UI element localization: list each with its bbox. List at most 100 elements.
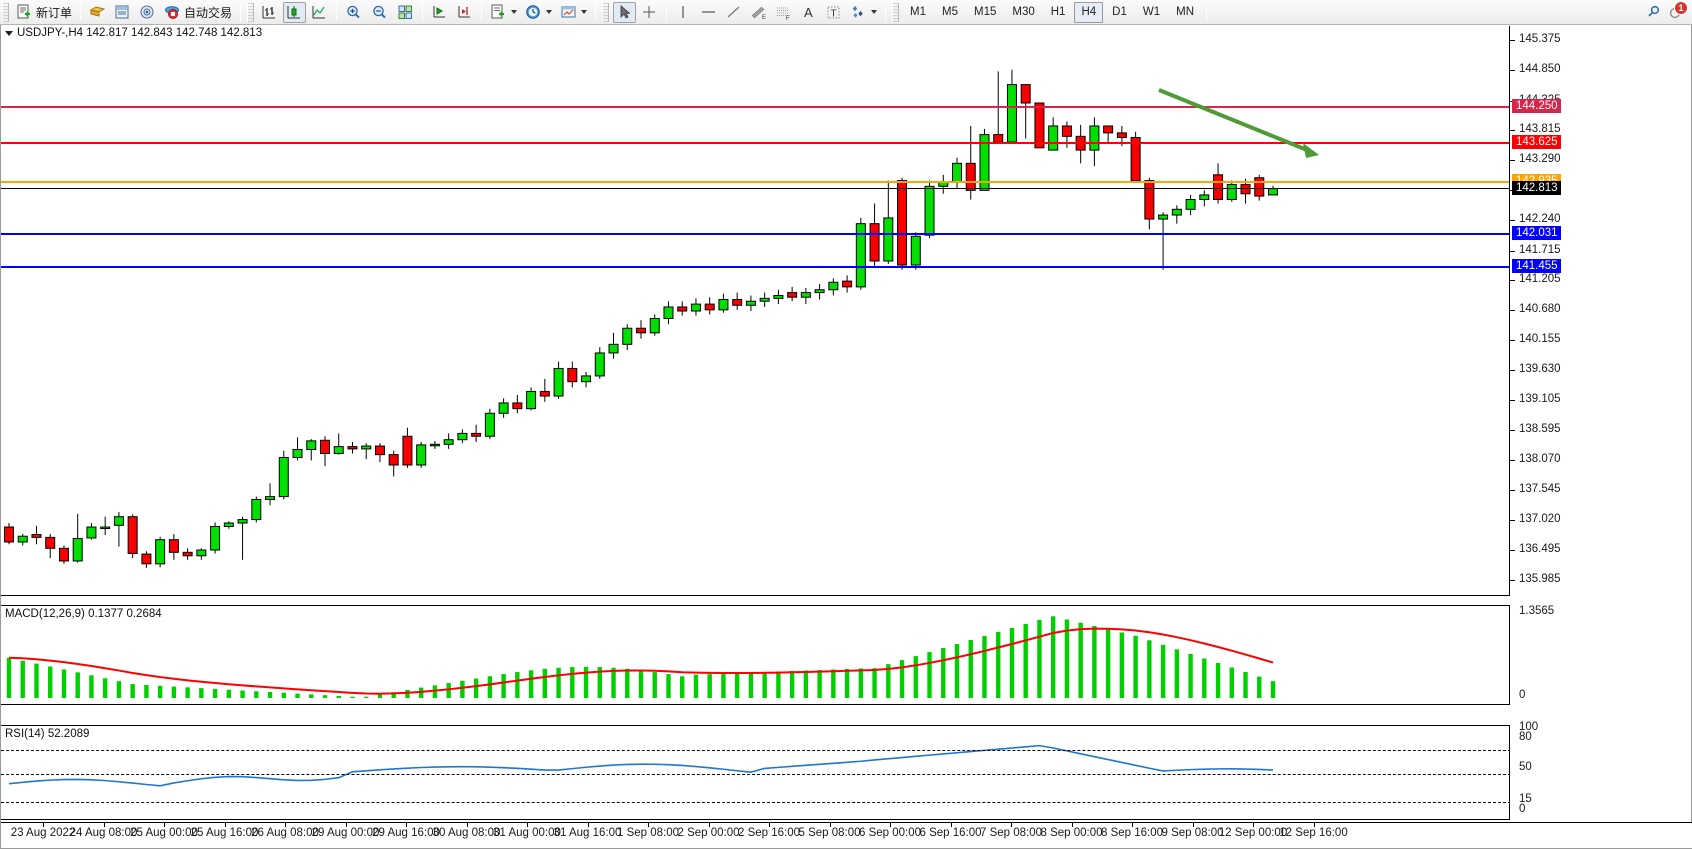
- fibonacci-button[interactable]: F: [772, 2, 795, 23]
- time-tick: [345, 823, 347, 827]
- notifications-button[interactable]: 1: [1666, 1, 1688, 22]
- crosshair-button[interactable]: [638, 2, 661, 23]
- time-tick: [648, 823, 649, 827]
- candle: [361, 445, 372, 450]
- timeframe-d1-button[interactable]: D1: [1112, 6, 1127, 18]
- cursor-button[interactable]: [613, 1, 637, 23]
- shapes-icon: [852, 5, 863, 18]
- timeframe-h1-button[interactable]: H1: [1050, 6, 1066, 18]
- level-line-143.625[interactable]: [1, 141, 1511, 144]
- chevron-down-icon[interactable]: [546, 10, 553, 14]
- macd-histogram-bar: [762, 672, 767, 698]
- vline-button[interactable]: [672, 2, 695, 23]
- candle: [127, 516, 138, 554]
- shapes-button[interactable]: [847, 2, 880, 23]
- macd-panel[interactable]: MACD(12,26,9) 0.1377 0.2684: [1, 605, 1511, 705]
- timeframe-h4-button[interactable]: H4: [1074, 1, 1104, 23]
- current-price-tag[interactable]: 142.813: [1512, 181, 1561, 196]
- time-axis-label: 24 Aug 08:00: [69, 827, 138, 839]
- timeframe-w1-button[interactable]: W1: [1142, 6, 1161, 18]
- chart-menu-caret-icon[interactable]: [5, 30, 13, 36]
- price-tick-label: 145.375: [1519, 33, 1561, 46]
- level-line-142.813[interactable]: [1, 188, 1511, 190]
- text-icon: A: [804, 5, 813, 20]
- chevron-down-icon[interactable]: [871, 10, 878, 14]
- candle: [265, 496, 276, 500]
- rsi-panel[interactable]: RSI(14) 52.2089: [1, 725, 1511, 820]
- label-button[interactable]: T: [822, 2, 845, 23]
- support-line-tag[interactable]: 141.455: [1512, 259, 1561, 274]
- candle: [787, 292, 798, 298]
- time-tick: [1011, 823, 1012, 827]
- toolbar-grip[interactable]: [602, 2, 610, 22]
- timeframe-m1-button[interactable]: M1: [910, 6, 927, 18]
- clock-icon: [526, 4, 540, 19]
- timeframe-m30-button[interactable]: M30: [1012, 6, 1035, 18]
- candle: [910, 235, 921, 266]
- macd-histogram-bar: [858, 668, 864, 698]
- chart-window[interactable]: USDJPY-,H4 142.817 142.843 142.748 142.8…: [0, 25, 1692, 849]
- candle: [773, 294, 784, 299]
- timeframe-mn-button[interactable]: MN: [1176, 6, 1194, 18]
- text-button[interactable]: A: [797, 2, 820, 23]
- price-scale[interactable]: 145.375144.850144.325143.815143.290142.7…: [1509, 26, 1691, 596]
- search-button[interactable]: [1642, 2, 1665, 23]
- data-window-button[interactable]: [111, 2, 134, 23]
- macd-histogram-bar: [1202, 658, 1207, 698]
- macd-histogram-bar: [1229, 667, 1234, 698]
- chevron-down-icon[interactable]: [581, 10, 588, 14]
- timeframe-m15-button[interactable]: M15: [974, 6, 997, 18]
- zoom-out-button[interactable]: [368, 2, 392, 23]
- hline-button[interactable]: [697, 2, 720, 23]
- chart-profile-button[interactable]: [86, 2, 109, 23]
- macd-histogram-bar: [336, 695, 341, 698]
- main-toolbar: 新订单: [0, 0, 1692, 25]
- toolbar-grip[interactable]: [2, 2, 9, 22]
- time-tick: [164, 823, 165, 827]
- macd-histogram-bar: [913, 656, 918, 698]
- price-tick-label: 138.595: [1519, 422, 1561, 435]
- timeframe-m5-button[interactable]: M5: [942, 6, 958, 18]
- rsi-level-15: [1, 802, 1511, 803]
- macd-histogram-bar: [1119, 632, 1125, 698]
- indicators-button[interactable]: [487, 2, 520, 23]
- line-chart-button[interactable]: [308, 2, 331, 23]
- support-line-tag[interactable]: 142.031: [1512, 226, 1561, 241]
- candle: [1226, 184, 1237, 201]
- rsi-scale: 100 80 50 15 0: [1509, 721, 1691, 820]
- toolbar-grip[interactable]: [247, 2, 255, 22]
- tile-windows-button[interactable]: [394, 2, 417, 23]
- cursor-icon: [620, 4, 631, 19]
- price-tick-label: 142.240: [1519, 213, 1561, 226]
- new-order-button[interactable]: 新订单: [13, 2, 75, 23]
- candle: [484, 412, 495, 437]
- chevron-down-icon[interactable]: [511, 10, 518, 14]
- macd-histogram-bar: [377, 694, 383, 698]
- level-line-144.25[interactable]: [1, 105, 1511, 108]
- bar-chart-button[interactable]: [258, 2, 281, 23]
- equidistant-channel-button[interactable]: E: [747, 2, 770, 23]
- trendline-button[interactable]: [722, 2, 745, 23]
- resistance-line-tag[interactable]: 143.625: [1512, 134, 1561, 149]
- auto-trading-button[interactable]: 自动交易: [161, 2, 235, 23]
- level-line-142.935[interactable]: [1, 181, 1511, 184]
- resistance-line-tag[interactable]: 144.250: [1512, 98, 1561, 113]
- toolbar-grip[interactable]: [892, 2, 900, 22]
- shift-end-button[interactable]: [453, 2, 476, 23]
- price-panel[interactable]: [1, 26, 1511, 596]
- navigator-button[interactable]: [136, 2, 159, 23]
- candle: [553, 367, 564, 397]
- templates-button[interactable]: [557, 2, 590, 23]
- rsi-scale-label: 80: [1519, 731, 1532, 743]
- candle: [512, 402, 523, 410]
- candlestick-chart-button[interactable]: [283, 1, 307, 23]
- price-tick-label: 144.850: [1519, 63, 1561, 76]
- macd-histogram-bar: [309, 694, 314, 698]
- shift-start-button[interactable]: [428, 2, 451, 23]
- level-line-141.455[interactable]: [1, 266, 1511, 269]
- period-button[interactable]: [522, 2, 555, 23]
- zoom-in-button[interactable]: [342, 2, 366, 23]
- level-line-142.031[interactable]: [1, 233, 1511, 236]
- macd-histogram-bar: [34, 663, 39, 698]
- candle: [690, 303, 701, 312]
